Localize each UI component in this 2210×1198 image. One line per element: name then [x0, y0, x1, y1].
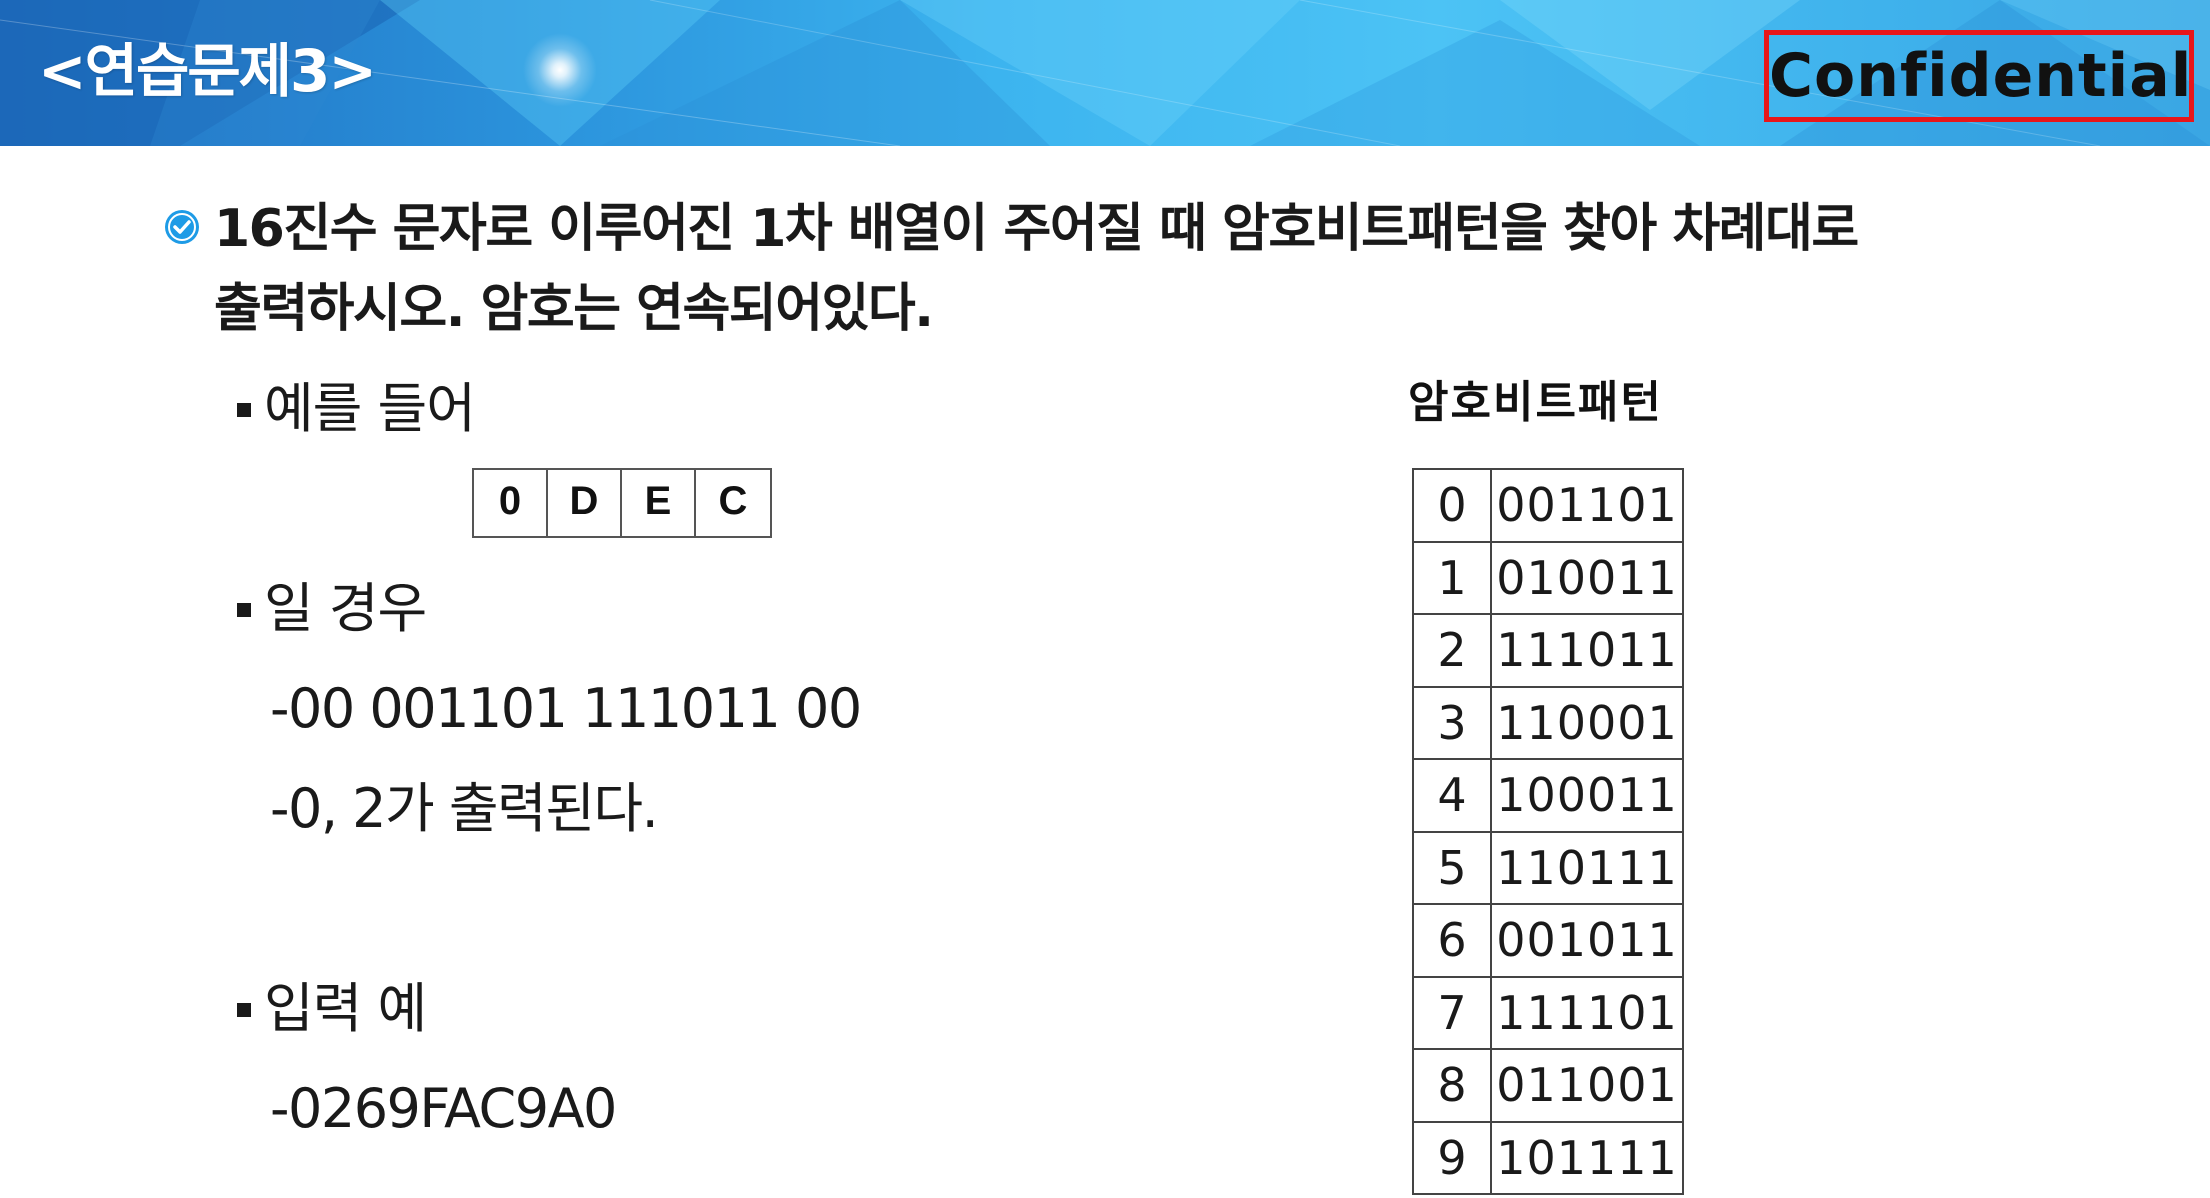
digit-cell: 7 [1412, 975, 1492, 1050]
hex-example-box: 0 D E C [472, 468, 772, 538]
header-banner: <연습문제3> Confidential [0, 0, 2210, 146]
table-row: 8 011001 [1412, 1048, 1684, 1123]
hex-cell: 0 [474, 470, 548, 536]
table-row: 9 101111 [1412, 1120, 1684, 1195]
hex-cell: D [548, 470, 622, 536]
hex-cell: E [622, 470, 696, 536]
bits-cell: 111101 [1490, 975, 1684, 1050]
input-value: -0269FAC9A0 [270, 1077, 617, 1140]
bits-cell: 110111 [1490, 830, 1684, 905]
digit-cell: 1 [1412, 540, 1492, 615]
digit-cell: 8 [1412, 1048, 1492, 1123]
banner-decoration [0, 0, 2210, 146]
bullet-square-icon [237, 603, 251, 617]
bits-cell: 001101 [1490, 468, 1684, 543]
hex-cell: C [718, 479, 748, 523]
pattern-table-title: 암호비트패턴 [1408, 377, 1663, 428]
bullet-square-icon [237, 1003, 251, 1017]
input-label: 입력 예 [264, 977, 427, 1040]
bits-cell: 101111 [1490, 1120, 1684, 1195]
slide-title: <연습문제3> [38, 37, 377, 105]
bits-cell: 010011 [1490, 540, 1684, 615]
check-circle-icon [165, 210, 199, 244]
output-line: -0, 2가 출력된다. [270, 777, 659, 840]
digit-cell: 5 [1412, 830, 1492, 905]
bits-cell: 110001 [1490, 685, 1684, 760]
bullet-square-icon [237, 403, 251, 417]
confidential-stamp: Confidential [1764, 30, 2194, 122]
digit-cell: 0 [1412, 468, 1492, 543]
table-row: 0 001101 [1412, 468, 1684, 543]
problem-line-2: 출력하시오. 암호는 연속되어있다. [214, 279, 934, 339]
table-row: 7 111101 [1412, 975, 1684, 1050]
digit-cell: 3 [1412, 685, 1492, 760]
example-label: 예를 들어 [264, 377, 476, 440]
case-label: 일 경우 [264, 577, 427, 640]
bits-cell: 100011 [1490, 758, 1684, 833]
bits-line: -00 001101 111011 00 [270, 677, 862, 740]
bits-cell: 111011 [1490, 613, 1684, 688]
table-row: 5 110111 [1412, 830, 1684, 905]
table-row: 4 100011 [1412, 758, 1684, 833]
table-row: 2 111011 [1412, 613, 1684, 688]
table-row: 1 010011 [1412, 540, 1684, 615]
digit-cell: 9 [1412, 1120, 1492, 1195]
table-row: 3 110001 [1412, 685, 1684, 760]
light-glow [520, 30, 600, 110]
digit-cell: 2 [1412, 613, 1492, 688]
digit-cell: 6 [1412, 903, 1492, 978]
bits-cell: 001011 [1490, 903, 1684, 978]
table-row: 6 001011 [1412, 903, 1684, 978]
digit-cell: 4 [1412, 758, 1492, 833]
problem-line-1: 16진수 문자로 이루어진 1차 배열이 주어질 때 암호비트패턴을 찾아 차례… [214, 199, 1859, 259]
bits-cell: 011001 [1490, 1048, 1684, 1123]
pattern-table: 0 001101 1 010011 2 111011 3 110001 4 10… [1412, 468, 1684, 1195]
